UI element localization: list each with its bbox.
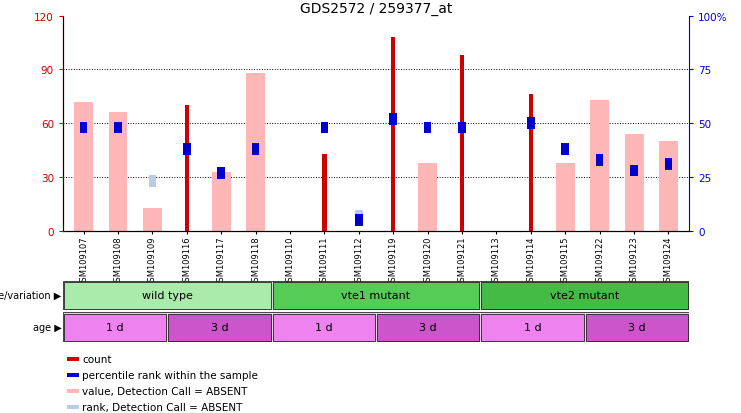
- Bar: [252, 144, 259, 156]
- Text: 3 d: 3 d: [210, 323, 228, 332]
- Text: count: count: [82, 354, 112, 364]
- Text: vte2 mutant: vte2 mutant: [550, 291, 619, 301]
- Bar: [528, 95, 533, 231]
- Bar: [460, 56, 465, 231]
- Bar: [591, 101, 609, 231]
- Bar: [631, 165, 638, 177]
- Bar: [586, 314, 688, 341]
- Bar: [183, 144, 190, 156]
- Text: vte1 mutant: vte1 mutant: [342, 291, 411, 301]
- Bar: [64, 314, 166, 341]
- Bar: [665, 159, 672, 171]
- Text: 1 d: 1 d: [315, 323, 333, 332]
- Bar: [482, 314, 584, 341]
- Text: value, Detection Call = ABSENT: value, Detection Call = ABSENT: [82, 386, 247, 396]
- Bar: [391, 38, 396, 231]
- Bar: [74, 102, 93, 231]
- Bar: [168, 314, 270, 341]
- Bar: [114, 122, 122, 134]
- Bar: [390, 114, 397, 126]
- Bar: [273, 282, 479, 309]
- Bar: [217, 167, 225, 179]
- Bar: [482, 282, 688, 309]
- Bar: [212, 172, 230, 231]
- Bar: [418, 163, 437, 231]
- Bar: [143, 208, 162, 231]
- Bar: [377, 314, 479, 341]
- Text: percentile rank within the sample: percentile rank within the sample: [82, 370, 258, 380]
- Text: 1 d: 1 d: [107, 323, 124, 332]
- Bar: [355, 210, 362, 222]
- Bar: [185, 106, 189, 231]
- Text: rank, Detection Call = ABSENT: rank, Detection Call = ABSENT: [82, 402, 242, 412]
- Bar: [80, 122, 87, 134]
- Title: GDS2572 / 259377_at: GDS2572 / 259377_at: [300, 2, 452, 16]
- Bar: [562, 144, 569, 156]
- Bar: [556, 163, 575, 231]
- Text: 3 d: 3 d: [628, 323, 645, 332]
- Bar: [625, 135, 643, 231]
- Bar: [321, 122, 328, 134]
- Bar: [322, 154, 327, 231]
- Bar: [149, 176, 156, 188]
- Bar: [424, 122, 431, 134]
- Text: wild type: wild type: [142, 291, 193, 301]
- Bar: [64, 282, 270, 309]
- Text: age ▶: age ▶: [33, 323, 62, 332]
- Text: 1 d: 1 d: [524, 323, 542, 332]
- Text: 3 d: 3 d: [419, 323, 437, 332]
- Text: genotype/variation ▶: genotype/variation ▶: [0, 291, 62, 301]
- Bar: [458, 122, 466, 134]
- Bar: [273, 314, 375, 341]
- Bar: [527, 118, 535, 130]
- Bar: [596, 154, 603, 166]
- Bar: [659, 142, 678, 231]
- Bar: [109, 113, 127, 231]
- Bar: [246, 74, 265, 231]
- Bar: [355, 215, 362, 226]
